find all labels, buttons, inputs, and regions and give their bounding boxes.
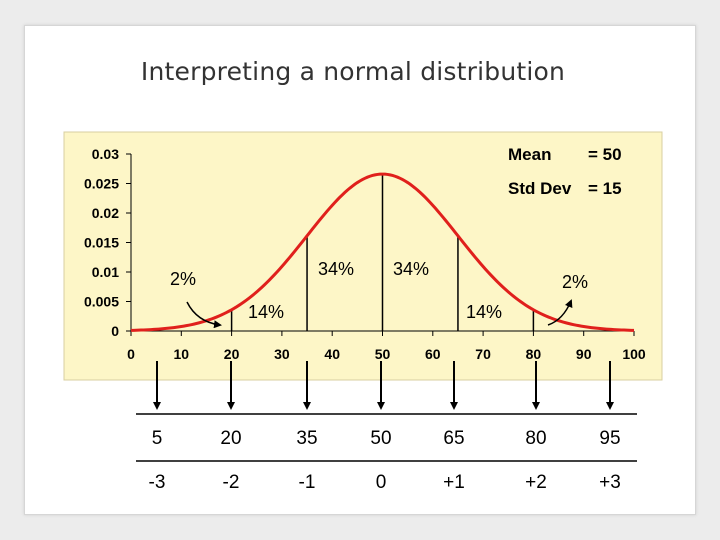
x-tick-label: 20 <box>224 346 240 362</box>
pct-34-right: 34% <box>393 259 429 279</box>
table-sd: +2 <box>525 472 547 493</box>
table-arrows <box>153 361 614 410</box>
table-sd: -2 <box>222 472 240 493</box>
x-tick-label: 80 <box>526 346 542 362</box>
table-sd: +1 <box>443 472 465 493</box>
chart-panel <box>63 131 663 381</box>
x-tick-label: 10 <box>174 346 190 362</box>
slide-title: Interpreting a normal distribution <box>140 57 566 86</box>
y-tick-labels: 0 0.005 0.01 0.015 0.02 0.025 0.03 <box>84 146 131 339</box>
table-value: 95 <box>599 428 621 449</box>
x-tick-label: 50 <box>375 346 391 362</box>
table-value: 5 <box>151 428 163 449</box>
mean-label: Mean <box>508 145 551 164</box>
pct-34-left: 34% <box>318 259 354 279</box>
y-tick-label: 0.005 <box>84 294 119 310</box>
table-sd: -1 <box>298 472 316 493</box>
x-tick-label: 30 <box>274 346 290 362</box>
sd-label: Std Dev <box>508 179 572 198</box>
pct-2-left: 2% <box>170 269 196 289</box>
x-tick-labels: 0 10 20 30 40 50 60 70 80 90 100 <box>127 331 646 362</box>
y-tick-label: 0.03 <box>92 146 119 162</box>
pct-14-right: 14% <box>466 302 502 322</box>
sd-value: = 15 <box>588 179 622 198</box>
x-tick-label: 0 <box>127 346 135 362</box>
tail-arrow-left <box>186 301 222 329</box>
x-tick-label: 70 <box>475 346 491 362</box>
mean-value: = 50 <box>588 145 622 164</box>
table-value: 65 <box>443 428 465 449</box>
y-tick-label: 0.015 <box>84 235 119 251</box>
table-sd: -3 <box>148 472 166 493</box>
x-tick-label: 40 <box>324 346 340 362</box>
x-tick-label: 90 <box>576 346 592 362</box>
table-sd: 0 <box>375 472 387 493</box>
x-tick-label: 100 <box>622 346 646 362</box>
x-tick-label: 60 <box>425 346 441 362</box>
table-value: 35 <box>296 428 318 449</box>
y-tick-label: 0 <box>111 323 119 339</box>
sd-lines <box>230 174 535 331</box>
tail-arrow-right <box>547 299 573 326</box>
pct-2-right: 2% <box>562 272 588 292</box>
table-value: 50 <box>370 428 392 449</box>
table-value: 20 <box>220 428 242 449</box>
y-tick-label: 0.01 <box>92 264 119 280</box>
pct-14-left: 14% <box>248 302 284 322</box>
y-tick-label: 0.025 <box>84 176 119 192</box>
table-sd: +3 <box>599 472 621 493</box>
table-value: 80 <box>525 428 547 449</box>
y-tick-label: 0.02 <box>92 205 119 221</box>
normal-curve <box>130 172 635 332</box>
